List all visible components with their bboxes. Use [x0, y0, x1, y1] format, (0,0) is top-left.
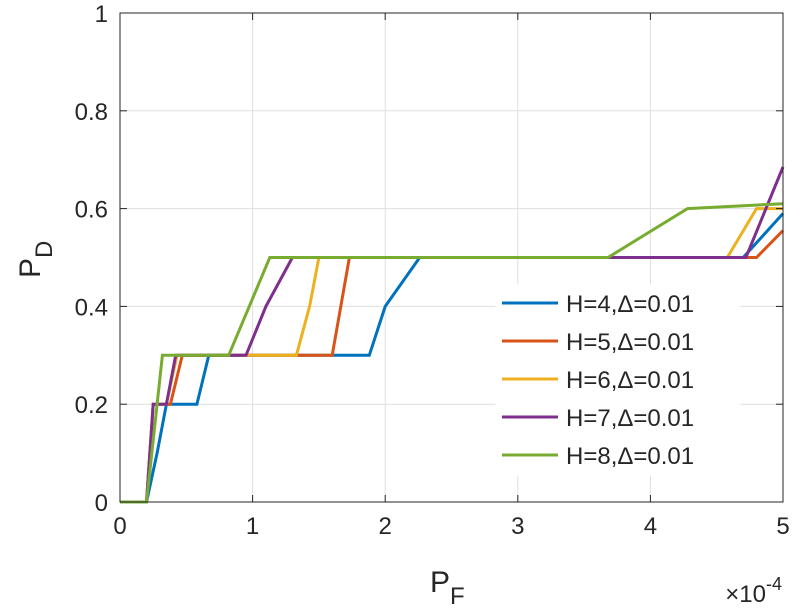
x-tick-labels: 0 1 2 3 4 5 [113, 513, 789, 540]
legend-label: H=7,Δ=0.01 [566, 405, 694, 432]
y-tick-label: 0 [95, 490, 108, 517]
legend-label: H=8,Δ=0.01 [566, 443, 694, 470]
x-tick-label: 0 [113, 513, 126, 540]
x-axis-label-sub: F [450, 583, 465, 610]
axis-ticks [119, 12, 784, 503]
x-multiplier-exp: -4 [766, 574, 782, 594]
y-tick-label: 1 [95, 1, 108, 28]
y-axis-label-main: P [14, 258, 47, 278]
y-tick-label: 0.8 [75, 99, 108, 126]
y-tick-label: 0.6 [75, 197, 108, 224]
plot-frame [119, 12, 784, 503]
legend-label: H=4,Δ=0.01 [566, 291, 694, 318]
legend: H=4,Δ=0.01 H=5,Δ=0.01 H=6,Δ=0.01 H=7,Δ=0.01… [495, 284, 741, 476]
x-axis-label: PF [430, 566, 465, 610]
series-line-h8 [120, 202, 784, 504]
legend-label: H=6,Δ=0.01 [566, 367, 694, 394]
x-multiplier: ×10-4 [725, 574, 782, 608]
x-tick-label: 3 [511, 513, 524, 540]
series-lines [120, 166, 785, 504]
y-tick-labels: 0 0.2 0.4 0.6 0.8 1 [75, 1, 108, 517]
y-axis-label-sub: D [31, 241, 58, 258]
legend-label: H=5,Δ=0.01 [566, 329, 694, 356]
x-tick-label: 5 [776, 513, 789, 540]
x-tick-label: 1 [246, 513, 259, 540]
x-multiplier-base: ×10 [725, 581, 766, 608]
x-tick-label: 2 [379, 513, 392, 540]
y-axis-label: PD [14, 241, 58, 278]
series-line-h7 [120, 166, 785, 504]
x-axis-label-main: P [430, 566, 450, 599]
x-tick-label: 4 [644, 513, 657, 540]
y-tick-label: 0.2 [75, 392, 108, 419]
y-tick-label: 0.4 [75, 294, 108, 321]
